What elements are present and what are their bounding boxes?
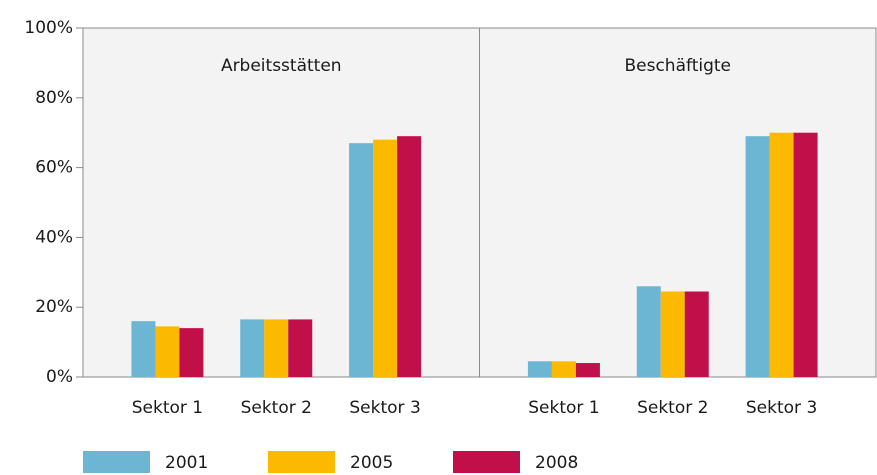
bar [527,361,552,377]
bar [684,291,709,377]
bar [769,132,794,377]
y-tick-label: 100% [24,18,73,38]
x-tick-label: Sektor 3 [746,398,817,418]
bar [660,291,685,377]
bar [745,136,770,377]
x-tick-label: Sektor 1 [528,398,599,418]
y-tick-label: 80% [35,88,73,108]
bar [131,321,156,377]
bar [373,139,398,377]
legend-swatch [83,451,150,473]
legend-swatch [453,451,520,473]
legend-label: 2001 [165,453,208,473]
bar [155,326,180,377]
bar [551,361,576,377]
bar [793,132,818,377]
panel-title: Arbeitsstätten [221,56,342,76]
bar [240,319,265,377]
x-tick-label: Sektor 1 [132,398,203,418]
y-tick-label: 40% [35,227,73,247]
x-tick-label: Sektor 2 [637,398,708,418]
legend-label: 2005 [350,453,393,473]
bar [179,328,204,377]
bar [288,319,313,377]
bar [636,286,661,377]
bar [397,136,422,377]
panel-title: Beschäftigte [624,56,731,76]
y-tick-label: 60% [35,158,73,178]
legend-swatch [268,451,335,473]
bar [264,319,289,377]
bar [575,363,600,377]
x-tick-label: Sektor 3 [349,398,420,418]
bar [349,143,374,377]
y-tick-label: 20% [35,297,73,317]
x-tick-label: Sektor 2 [241,398,312,418]
legend-label: 2008 [535,453,578,473]
y-tick-label: 0% [46,367,73,387]
